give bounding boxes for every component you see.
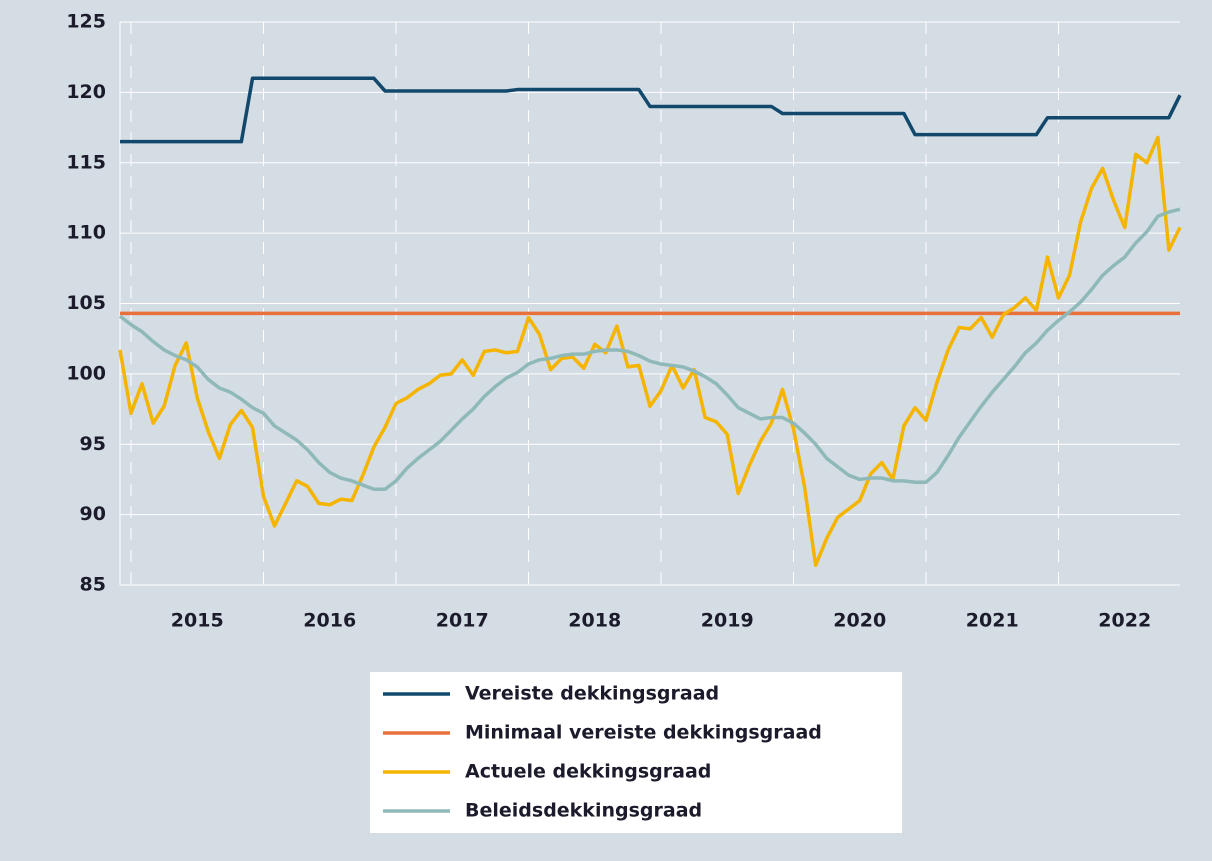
legend-label: Actuele dekkingsgraad [465,761,711,783]
legend-label: Vereiste dekkingsgraad [465,683,719,705]
x-tick-label: 2021 [966,610,1019,632]
x-tick-label: 2019 [701,610,754,632]
legend-label: Minimaal vereiste dekkingsgraad [465,722,822,744]
y-tick-label: 125 [66,11,106,33]
y-tick-label: 120 [66,81,106,103]
y-tick-label: 85 [80,574,106,596]
x-tick-label: 2015 [171,610,224,632]
y-tick-label: 90 [80,503,106,525]
legend-box [370,672,902,833]
y-tick-label: 115 [66,151,106,173]
x-tick-label: 2022 [1098,610,1151,632]
y-tick-label: 105 [66,292,106,314]
x-tick-label: 2017 [436,610,489,632]
series-line [118,207,1181,492]
y-tick-label: 100 [66,362,106,384]
y-tick-label: 110 [66,222,106,244]
x-tick-label: 2016 [303,610,356,632]
y-tick-label: 95 [80,433,106,455]
x-tick-label: 2020 [833,610,886,632]
legend-label: Beleidsdekkingsgraad [465,800,702,822]
series-line [120,76,1182,144]
x-tick-label: 2018 [568,610,621,632]
series-line [118,135,1182,568]
